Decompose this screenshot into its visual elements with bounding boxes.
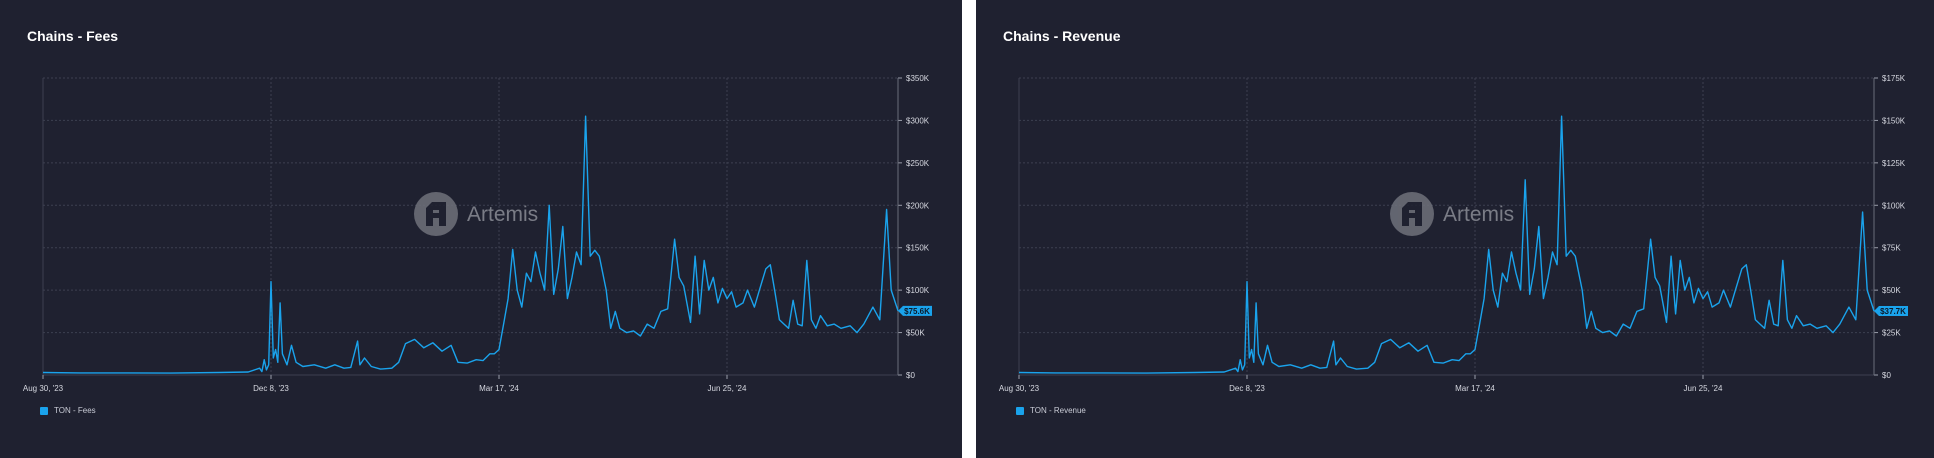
y-tick-label: $150K (1882, 116, 1906, 125)
x-tick-label: Aug 30, '23 (23, 384, 64, 393)
watermark-text: Artemis (1443, 203, 1514, 226)
y-tick-label: $175K (1882, 74, 1906, 83)
watermark-text: Artemis (467, 203, 538, 226)
x-tick-label: Dec 8, '23 (253, 384, 289, 393)
revenue-chart-panel: Chains - Revenue $0 $25K $50K $75K $100K $125… (976, 0, 1934, 458)
y-tick-label: $150K (906, 244, 930, 253)
artemis-mark (1402, 202, 1422, 226)
y-tick-label: $50K (906, 329, 925, 338)
y-tick-label: $0 (906, 371, 915, 380)
fees-chart: $0 $50K $100K $150K $200K $250K $300K $350K Aug … (23, 74, 932, 393)
x-tick-label: Dec 8, '23 (1229, 384, 1265, 393)
legend[interactable]: TON - Revenue (1016, 406, 1086, 415)
revenue-chart: $0 $25K $50K $75K $100K $125K $150K $175K Aug 30… (999, 74, 1908, 393)
legend-label: TON - Revenue (1030, 406, 1086, 415)
x-tick-label: Jun 25, '24 (1684, 384, 1723, 393)
y-tick-label: $25K (1882, 329, 1901, 338)
artemis-mark (426, 202, 446, 226)
legend-label: TON - Fees (54, 406, 96, 415)
last-value-badge (898, 305, 932, 316)
y-tick-label: $350K (906, 74, 930, 83)
chart-title: Chains - Fees (27, 28, 119, 44)
legend-swatch (1016, 406, 1024, 415)
x-tick-label: Mar 17, '24 (479, 384, 519, 393)
series-line (42, 115, 899, 374)
last-value-label: $75.6K (904, 307, 930, 316)
x-tick-label: Aug 30, '23 (999, 384, 1040, 393)
artemis-watermark: Artemis (414, 192, 538, 236)
legend[interactable]: TON - Fees (40, 406, 96, 415)
fees-chart-panel: Chains - Fees $0 $50K $100K $150K $200K $250K… (0, 0, 962, 458)
y-tick-label: $50K (1882, 286, 1901, 295)
y-tick-label: $100K (1882, 201, 1906, 210)
last-value-label: $37.7K (1880, 307, 1906, 316)
y-tick-label: $125K (1882, 159, 1906, 168)
artemis-watermark: Artemis (1390, 192, 1514, 236)
y-tick-label: $0 (1882, 371, 1891, 380)
series-line (1018, 115, 1875, 374)
legend-swatch (40, 406, 48, 415)
last-value-badge (1874, 306, 1908, 317)
y-tick-label: $300K (906, 116, 930, 125)
x-tick-label: Mar 17, '24 (1455, 384, 1495, 393)
y-tick-label: $100K (906, 286, 930, 295)
y-tick-label: $250K (906, 159, 930, 168)
chart-title: Chains - Revenue (1003, 28, 1121, 44)
x-tick-label: Jun 25, '24 (708, 384, 747, 393)
y-tick-label: $75K (1882, 244, 1901, 253)
y-tick-label: $200K (906, 201, 930, 210)
